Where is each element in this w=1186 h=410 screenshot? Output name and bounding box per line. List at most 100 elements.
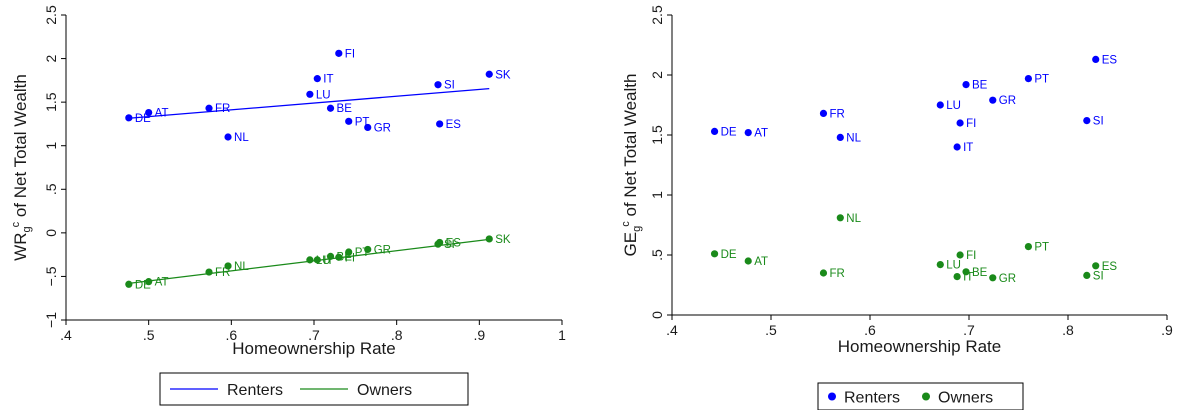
- point-label: PT: [1034, 74, 1049, 86]
- point-label: DE: [721, 126, 737, 138]
- y-tick-label: 1.5: [649, 125, 665, 145]
- y-tick-label: 2.5: [649, 5, 665, 25]
- data-point: [1024, 243, 1032, 251]
- data-point: [306, 256, 314, 264]
- y-axis-label-sub: g: [21, 226, 33, 232]
- x-tick-label: .5: [143, 327, 155, 343]
- point-label: ES: [446, 119, 462, 131]
- point-label: IT: [963, 272, 973, 284]
- x-axis-label: Homeownership Rate: [232, 339, 395, 358]
- y-tick-label: −.5: [43, 266, 59, 286]
- data-point: [989, 274, 997, 282]
- point-label: FI: [966, 250, 976, 262]
- legend-label: Renters: [227, 382, 283, 399]
- data-point: [335, 49, 343, 57]
- data-point: [436, 120, 444, 128]
- y-tick-label: 2: [649, 71, 665, 79]
- data-point: [956, 251, 964, 259]
- point-label: ES: [1102, 261, 1118, 273]
- data-point: [836, 214, 844, 222]
- chart-gini-index: .4 .5 .6 .7 .8 .9 0 .5 1 1.5 2 2.5 Homeownership Rat…: [620, 5, 1173, 410]
- point-label: BE: [972, 80, 988, 92]
- point-label: SI: [1093, 270, 1104, 282]
- y-tick-label: 1: [43, 142, 59, 150]
- point-label: BE: [337, 103, 353, 115]
- data-point: [364, 245, 372, 254]
- point-label: AT: [155, 277, 169, 289]
- legend-label: Owners: [938, 390, 993, 407]
- point-label: SK: [495, 234, 511, 246]
- y-axis-label-main: GE: [621, 232, 640, 257]
- data-point: [125, 114, 133, 122]
- data-point: [335, 253, 343, 261]
- x-tick-label: .4: [60, 327, 72, 343]
- point-label: FI: [345, 48, 355, 60]
- point-label: PT: [1034, 242, 1049, 254]
- point-label: AT: [155, 108, 169, 120]
- point-label: FI: [345, 252, 355, 264]
- point-label: FR: [829, 108, 844, 120]
- data-point: [485, 235, 493, 243]
- data-point: [145, 109, 153, 117]
- data-point: [205, 268, 213, 276]
- point-label: FI: [966, 118, 976, 130]
- point-label: LU: [946, 100, 961, 112]
- y-tick-label: 0: [649, 311, 665, 319]
- y-tick-label: .5: [43, 183, 59, 195]
- data-point: [326, 104, 335, 112]
- point-label: AT: [754, 256, 768, 268]
- point-label: IT: [323, 74, 333, 86]
- point-label: SI: [444, 80, 455, 92]
- data-point: [710, 250, 719, 258]
- data-point: [364, 123, 372, 132]
- x-tick-label: .9: [1161, 322, 1173, 338]
- point-label: FR: [829, 268, 844, 280]
- data-point: [205, 104, 213, 112]
- data-point: [145, 278, 153, 286]
- point-label: FR: [215, 267, 230, 279]
- point-label: AT: [754, 128, 768, 140]
- data-point: [819, 269, 828, 277]
- y-tick-label: 1: [649, 191, 665, 199]
- legend-label: Renters: [844, 390, 900, 407]
- x-tick-label: .5: [765, 322, 777, 338]
- point-label: SI: [444, 239, 455, 251]
- data-point: [962, 268, 970, 276]
- y-axis-label-sub: g: [631, 226, 643, 232]
- data-point: [224, 133, 232, 141]
- y-tick-label: 2: [43, 54, 59, 62]
- chart-wealth-ratio: .4 .5 .6 .7 .8 .9 1 −1 −.5 0 .5 1 1.5 2 2.5 Homeownersh…: [10, 5, 566, 406]
- point-label: NL: [234, 132, 249, 144]
- point-label: ES: [446, 237, 462, 249]
- data-point: [313, 75, 321, 83]
- data-point: [224, 262, 232, 270]
- point-label: GR: [999, 95, 1016, 107]
- data-point: [125, 280, 133, 288]
- data-point: [306, 90, 314, 98]
- data-point: [345, 248, 353, 256]
- point-label: FR: [215, 103, 230, 115]
- data-point: [313, 256, 321, 264]
- legend-swatch: [922, 392, 930, 401]
- data-point: [1092, 55, 1100, 64]
- data-point: [936, 101, 944, 109]
- data-point: [953, 273, 961, 281]
- y-tick-label: 1.5: [43, 92, 59, 112]
- x-tick-label: .7: [308, 327, 320, 343]
- fit-line: [128, 87, 490, 119]
- point-label: IT: [323, 255, 333, 267]
- x-tick-label: .8: [391, 327, 403, 343]
- x-tick-label: .6: [225, 327, 237, 343]
- y-axis-label-main: WR: [11, 233, 30, 261]
- x-tick-label: .4: [666, 322, 678, 338]
- point-label: BE: [972, 267, 988, 279]
- point-label: GR: [374, 244, 391, 256]
- data-point: [436, 238, 444, 247]
- point-label: LU: [316, 89, 331, 101]
- legend: Renters Owners: [159, 372, 469, 406]
- y-axis-label-sup: c: [10, 221, 22, 227]
- point-label: GR: [374, 122, 391, 134]
